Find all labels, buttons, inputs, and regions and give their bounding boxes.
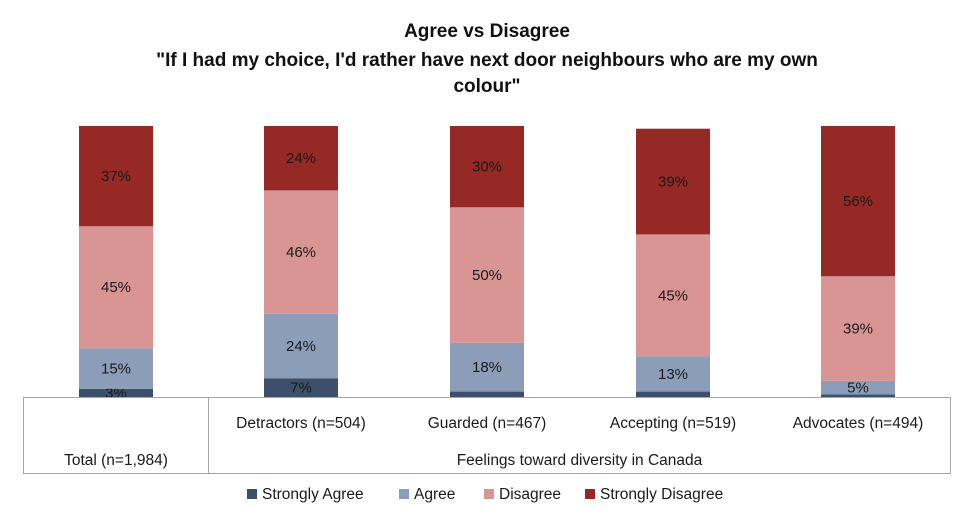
legend-label: Strongly Disagree — [600, 486, 723, 503]
bar-segment-strongly-agree — [79, 388, 153, 397]
bar-segment-strongly-agree — [450, 391, 524, 397]
legend-label: Disagree — [499, 486, 561, 503]
data-label: 46% — [286, 244, 316, 261]
bar-segment-strongly-agree — [264, 378, 338, 397]
data-label: 18% — [472, 359, 502, 376]
legend-label: Strongly Agree — [262, 486, 364, 503]
data-label: 24% — [286, 150, 316, 167]
legend-swatch — [399, 489, 409, 499]
data-label: 5% — [847, 380, 869, 397]
chart-subtitle: "If I had my choice, I'd rather have nex… — [156, 50, 818, 97]
data-label: 37% — [101, 168, 131, 185]
legend-swatch — [247, 489, 257, 499]
bar-segment-strongly-disagree — [821, 126, 895, 277]
data-label: 7% — [290, 380, 312, 397]
bar-segment-strongly-disagree — [450, 126, 524, 208]
x-tick-label: Detractors (n=504) — [236, 415, 366, 432]
data-label: 56% — [843, 193, 873, 210]
x-tick-label: Accepting (n=519) — [610, 415, 736, 432]
x-tick-label: Total (n=1,984) — [64, 452, 168, 469]
bar-segment-agree — [264, 313, 338, 379]
bar-segment-strongly-agree — [821, 394, 895, 397]
data-label: 30% — [472, 159, 502, 176]
bar-segment-disagree — [821, 276, 895, 381]
data-label: 24% — [286, 338, 316, 355]
data-label: 39% — [658, 174, 688, 191]
bar-segment-disagree — [264, 190, 338, 314]
bar-segment-disagree — [79, 226, 153, 349]
chart-subtitle-line: colour" — [453, 76, 520, 97]
chart-subtitle-line: "If I had my choice, I'd rather have nex… — [156, 50, 818, 71]
legend-label: Agree — [414, 486, 455, 503]
bar-segment-agree — [450, 342, 524, 392]
bar-segment-disagree — [450, 207, 524, 343]
chart-legend: Strongly Agree Agree Disagree Strongly Disa… — [247, 486, 723, 503]
group-label: Feelings toward diversity in Canada — [457, 452, 703, 469]
data-label: 39% — [843, 321, 873, 338]
bar-segment-disagree — [636, 234, 710, 357]
data-label: 13% — [658, 366, 688, 383]
bar-segment-strongly-agree — [636, 391, 710, 397]
data-label: 45% — [658, 287, 688, 304]
chart-title: Agree vs Disagree — [404, 21, 570, 42]
bar-segment-agree — [821, 380, 895, 395]
legend-swatch — [484, 489, 494, 499]
data-label: 45% — [101, 279, 131, 296]
data-label: 50% — [472, 267, 502, 284]
legend-swatch — [585, 489, 595, 499]
bars-area: 3%15%45%37%7%24%46%24%18%50%30%13%45%39%… — [79, 126, 895, 402]
bar-segment-strongly-disagree — [79, 126, 153, 227]
category-axis-table: Total (n=1,984) Detractors (n=504) Guarded… — [23, 397, 951, 474]
bar-segment-strongly-disagree — [264, 126, 338, 191]
x-tick-label: Advocates (n=494) — [793, 415, 924, 432]
bar-segment-agree — [636, 356, 710, 392]
data-label: 15% — [101, 361, 131, 378]
bar-segment-strongly-disagree — [636, 128, 710, 235]
bar-segment-agree — [79, 348, 153, 389]
x-tick-label: Guarded (n=467) — [428, 415, 546, 432]
